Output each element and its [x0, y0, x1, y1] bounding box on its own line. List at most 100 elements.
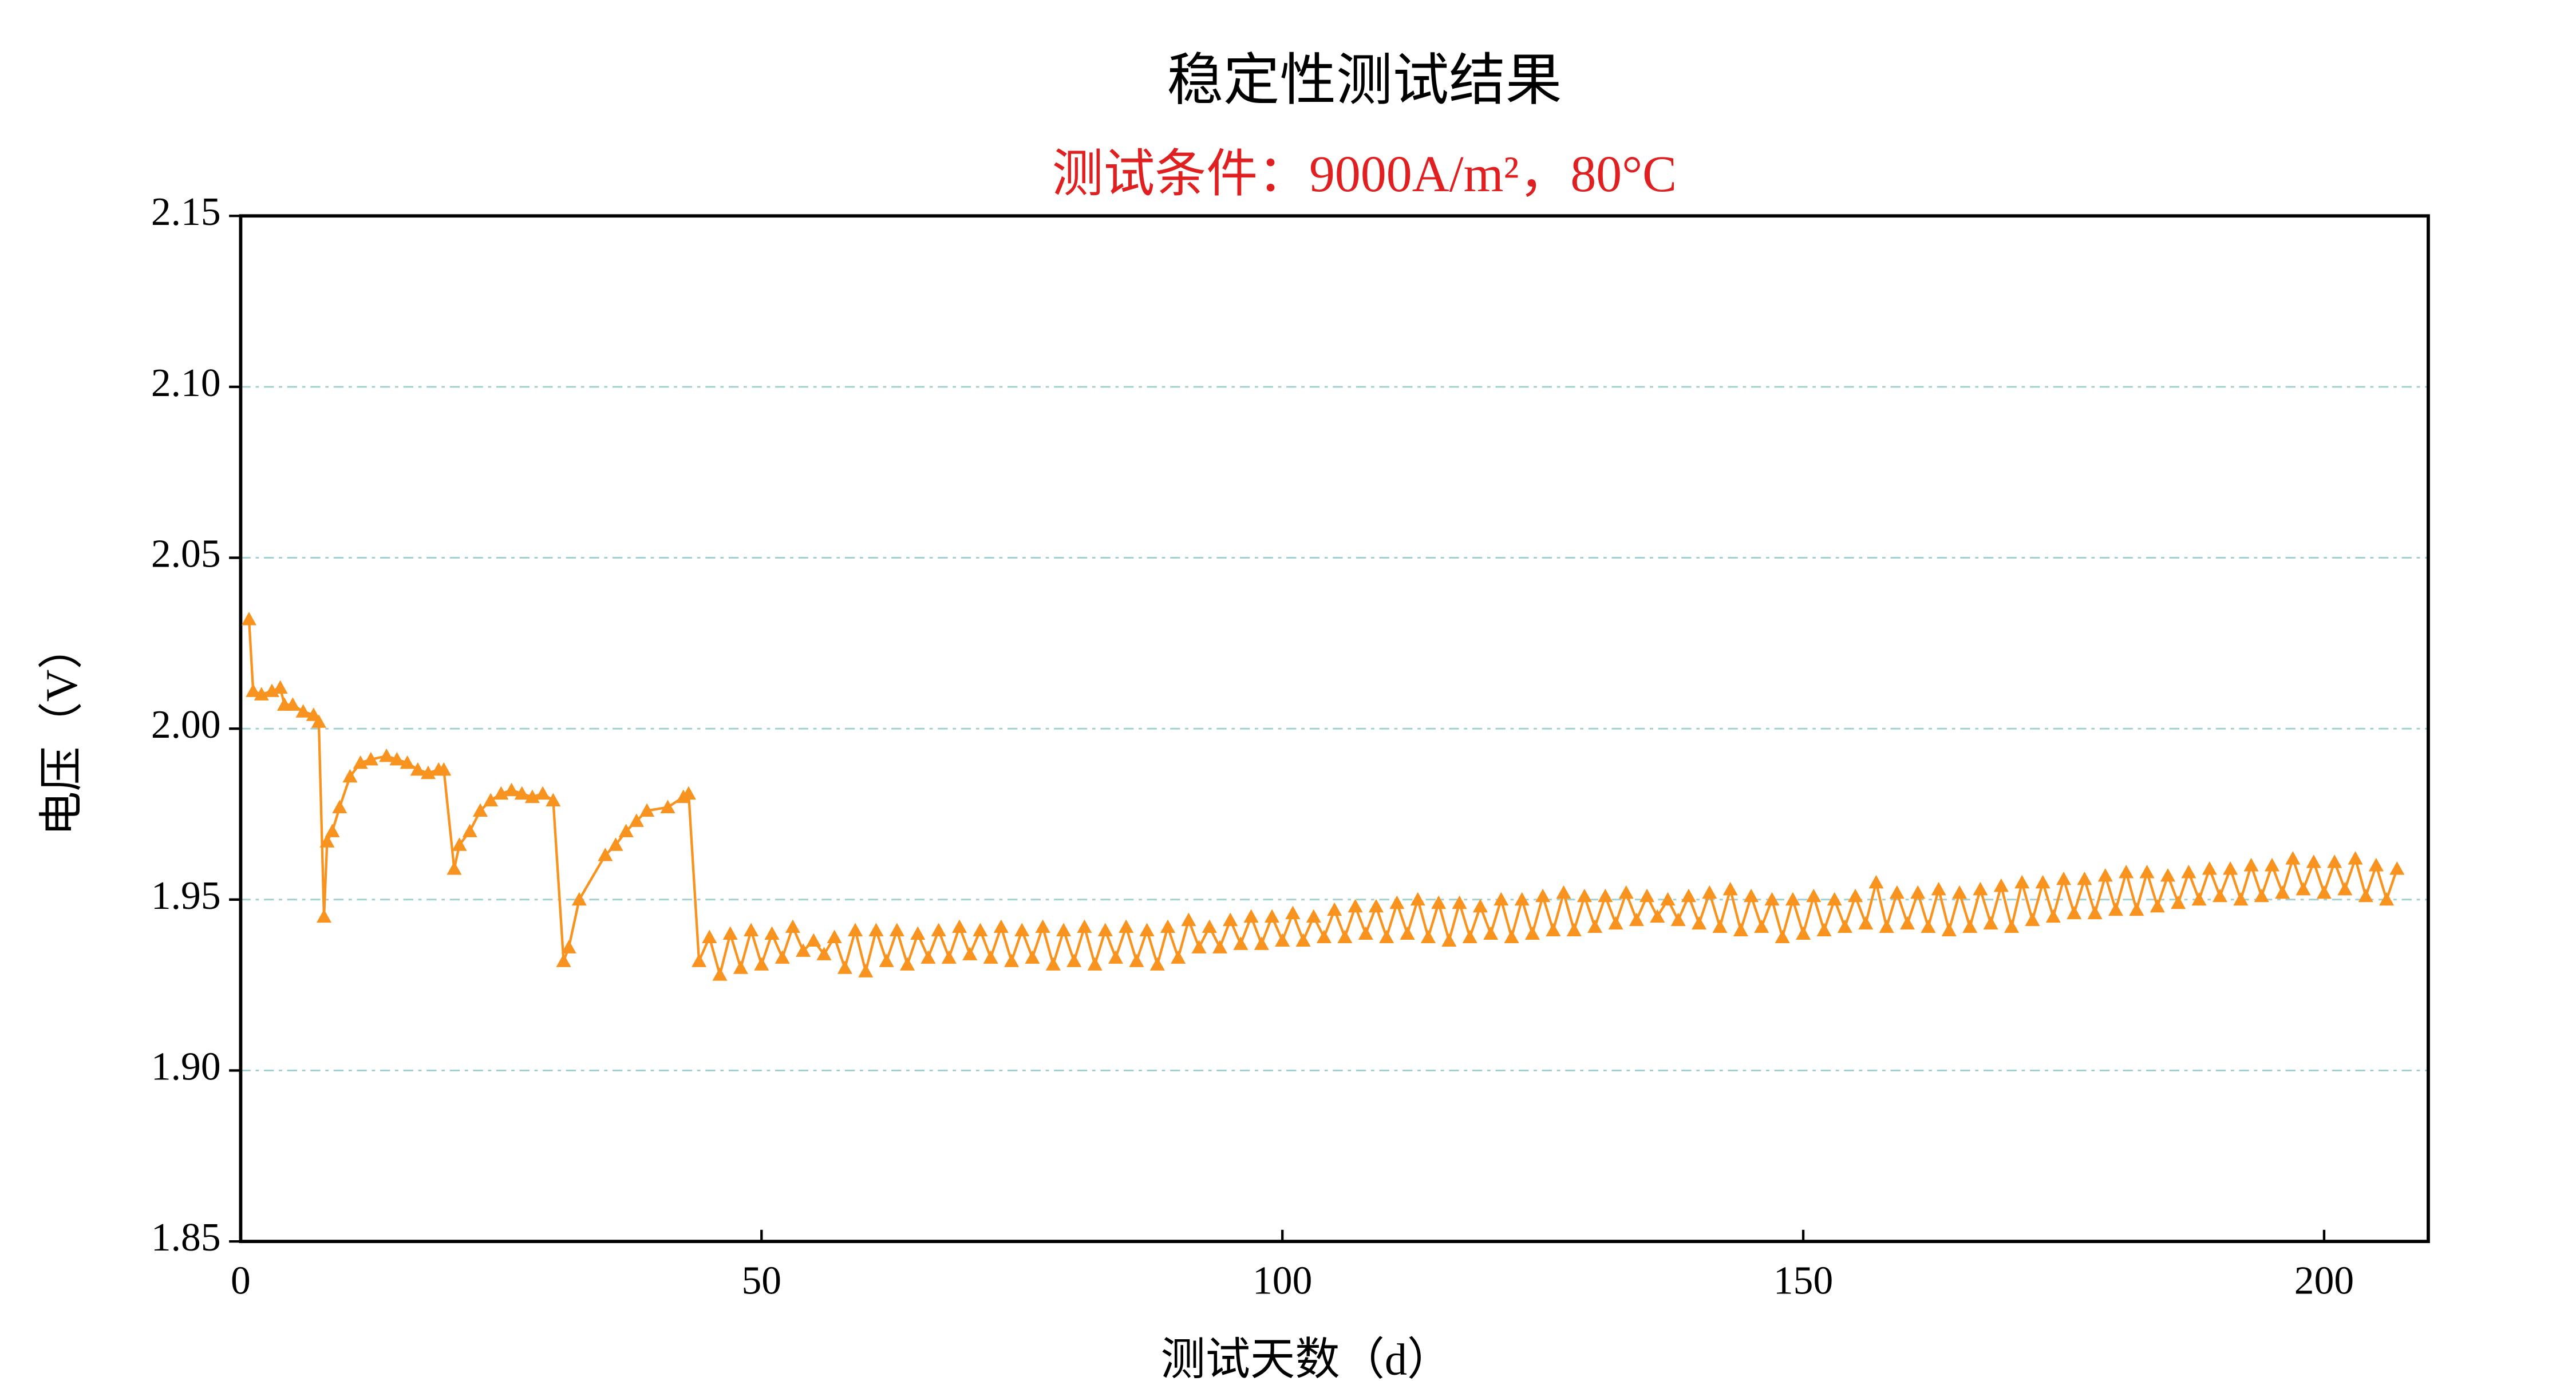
data-marker — [2014, 874, 2030, 889]
data-marker — [1441, 933, 1457, 947]
x-tick-label: 50 — [742, 1259, 782, 1303]
data-marker — [1722, 881, 1738, 896]
data-marker — [1056, 923, 1072, 937]
data-marker — [1368, 899, 1384, 913]
data-marker — [2108, 902, 2124, 916]
data-marker — [389, 751, 405, 766]
data-marker — [1514, 892, 1530, 906]
data-marker — [1108, 950, 1124, 964]
data-marker — [1014, 923, 1030, 937]
data-marker — [2025, 912, 2040, 927]
data-marker — [941, 950, 957, 964]
data-marker — [1827, 892, 1842, 906]
data-marker — [1420, 929, 1436, 943]
data-marker — [1618, 885, 1634, 899]
data-marker — [1264, 909, 1280, 923]
data-marker — [806, 933, 821, 947]
data-marker — [879, 953, 894, 967]
data-marker — [462, 824, 477, 837]
data-marker — [962, 947, 978, 960]
data-marker — [1973, 881, 1988, 896]
data-marker — [1775, 929, 1790, 943]
data-marker — [447, 861, 462, 875]
data-marker — [754, 957, 769, 971]
data-marker — [2316, 885, 2332, 899]
data-marker — [1452, 895, 1467, 909]
x-axis-label: 测试天数（d） — [1161, 1335, 1452, 1381]
data-marker — [1868, 874, 1884, 889]
chart-subtitle: 测试条件：9000A/m²，80°C — [1052, 146, 1677, 203]
data-marker — [493, 786, 509, 800]
data-marker — [241, 612, 257, 626]
data-marker — [2202, 861, 2217, 875]
data-marker — [379, 748, 394, 762]
data-marker — [420, 765, 436, 779]
data-marker — [1066, 953, 1082, 967]
y-tick-label: 1.95 — [151, 874, 221, 918]
data-marker — [1410, 892, 1425, 906]
data-marker — [1045, 957, 1061, 971]
data-marker — [1535, 888, 1551, 903]
data-marker — [931, 923, 946, 937]
data-marker — [316, 909, 332, 923]
data-marker — [2139, 865, 2155, 879]
data-marker — [920, 950, 936, 964]
data-marker — [1139, 923, 1155, 937]
data-marker — [910, 926, 926, 940]
data-marker — [1754, 919, 1769, 933]
data-marker — [264, 683, 280, 697]
data-marker — [254, 687, 269, 701]
data-marker — [952, 919, 967, 933]
data-marker — [712, 967, 728, 981]
data-marker — [1285, 905, 1301, 920]
data-marker — [571, 892, 587, 906]
data-marker — [472, 803, 488, 817]
data-marker — [2327, 854, 2342, 868]
data-marker — [436, 762, 452, 776]
data-marker — [1149, 957, 1165, 971]
data-marker — [1921, 919, 1936, 933]
data-marker — [889, 923, 904, 937]
data-marker — [319, 834, 335, 848]
data-line — [247, 619, 2399, 980]
data-marker — [1171, 950, 1186, 964]
data-marker — [1254, 936, 1269, 950]
y-tick-label: 1.85 — [151, 1216, 221, 1260]
data-marker — [561, 940, 576, 953]
data-marker — [2160, 868, 2176, 882]
data-marker — [2368, 858, 2384, 872]
data-marker — [2119, 865, 2134, 879]
data-marker — [1191, 940, 1207, 953]
data-marker — [2129, 902, 2144, 916]
data-marker — [1952, 885, 1967, 899]
data-marker — [452, 837, 467, 851]
data-marker — [363, 751, 378, 766]
data-marker — [1472, 899, 1488, 913]
x-tick-label: 200 — [2294, 1259, 2354, 1303]
data-marker — [2233, 892, 2249, 906]
data-marker — [1681, 888, 1696, 903]
data-marker — [535, 786, 551, 800]
data-marker — [524, 789, 540, 804]
data-marker — [868, 923, 884, 937]
data-marker — [1035, 919, 1050, 933]
data-marker — [629, 813, 644, 827]
data-marker — [1639, 888, 1655, 903]
data-marker — [1233, 936, 1249, 950]
data-marker — [639, 803, 655, 817]
data-marker — [2243, 858, 2259, 872]
data-marker — [1295, 933, 1311, 947]
data-marker — [1431, 895, 1447, 909]
data-marker — [1160, 919, 1176, 933]
data-marker — [1129, 953, 1144, 967]
data-marker — [983, 950, 998, 964]
data-marker — [2358, 888, 2373, 903]
data-marker — [2389, 861, 2405, 875]
data-marker — [246, 683, 261, 697]
data-marker — [1702, 885, 1717, 899]
data-marker — [1400, 926, 1415, 940]
data-marker — [1962, 919, 1978, 933]
data-marker — [2191, 892, 2207, 906]
data-marker — [2045, 909, 2061, 923]
data-marker — [816, 947, 832, 960]
